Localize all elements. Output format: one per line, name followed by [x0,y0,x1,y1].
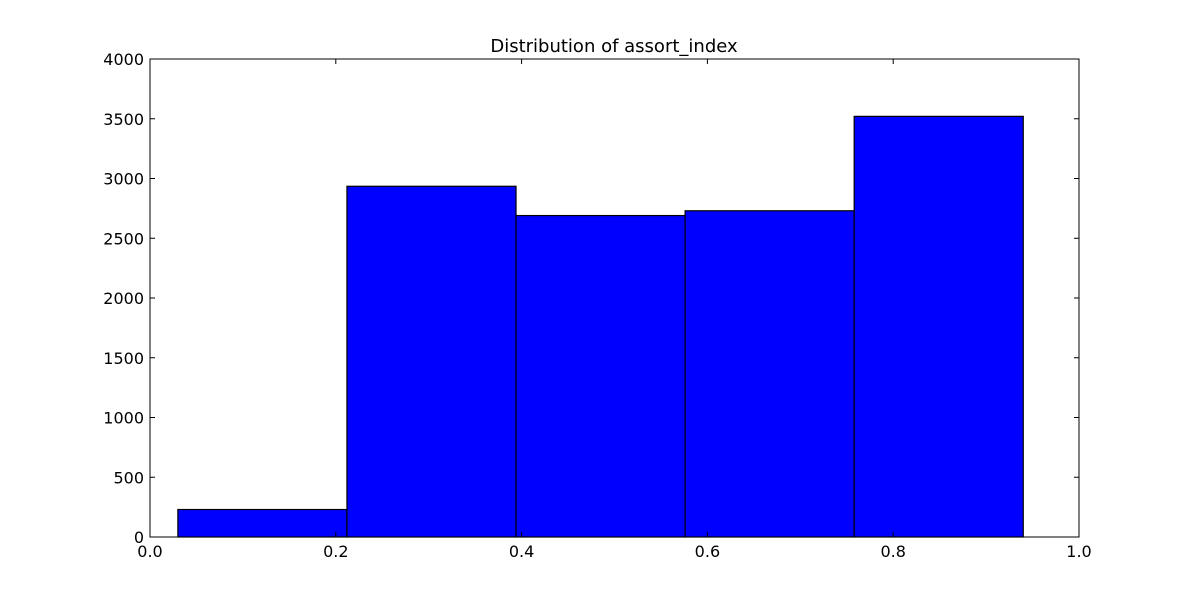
y-tick-label: 0 [134,528,144,547]
histogram-bar-5 [853,115,1024,538]
ticks-group: 0.0 0.2 0.4 0.6 0.8 1.0 0 500 1000 1500 2000 2500 30… [103,50,1091,561]
x-tick-label: 0.0 [137,542,162,561]
x-tick-label: 1.0 [1066,542,1091,561]
x-tick-label: 0.8 [880,542,905,561]
x-tick-label: 0.6 [695,542,720,561]
bars-group [177,115,1024,538]
x-tick-label: 0.4 [509,542,534,561]
plot-area-frame [149,58,1080,538]
y-tick-label: 3500 [103,110,144,129]
y-tick-label: 1000 [103,409,144,428]
y-tick-label: 3000 [103,170,144,189]
y-tick-label: 1500 [103,349,144,368]
x-tick-label: 0.2 [323,542,348,561]
y-tick-label: 4000 [103,50,144,69]
chart-title: Distribution of assort_index [490,36,738,57]
y-tick-label: 2000 [103,289,144,308]
histogram-bar-4 [684,210,855,538]
y-tick-label: 2500 [103,229,144,248]
histogram-bar-2 [346,185,517,538]
histogram-bar-1 [177,508,348,538]
y-tick-label: 500 [113,468,144,487]
histogram-bar-3 [515,214,686,538]
